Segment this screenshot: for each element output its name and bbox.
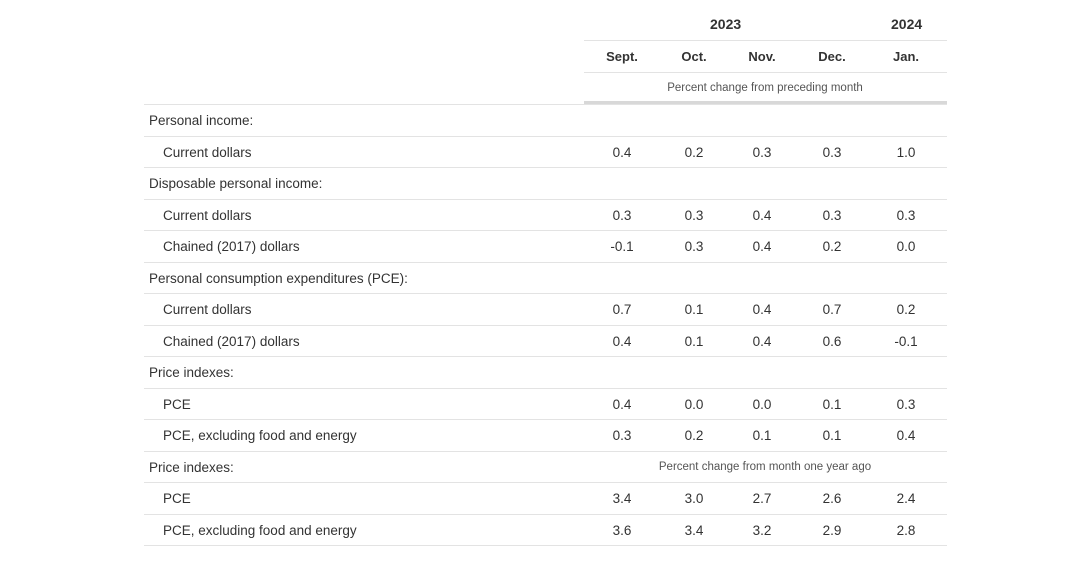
month-header-row: Sept. Oct. Nov. Dec. Jan.	[144, 41, 947, 73]
table-cell: 0.4	[752, 302, 772, 317]
table-row: PCE, excluding food and energy 3.6 3.4 3.2 2…	[144, 515, 947, 546]
table-row: PCE 0.4 0.0 0.0 0.1 0.3	[144, 389, 947, 420]
section-label: Price indexes:	[149, 365, 234, 380]
section-row: Personal consumption expenditures (PCE):	[144, 263, 947, 294]
row-label: PCE	[163, 396, 191, 412]
table-body: Personal income: Current dollars 0.4 0.2 0.3…	[144, 105, 947, 546]
section-row: Personal income:	[144, 105, 947, 137]
table-cell: 0.2	[896, 302, 916, 317]
table-cell: 0.1	[822, 396, 842, 412]
table-cell: 0.6	[822, 333, 842, 349]
table-cell: 0.2	[684, 428, 704, 443]
row-label: Current dollars	[163, 207, 252, 223]
table-cell: 3.6	[612, 522, 632, 538]
table-cell: 0.3	[684, 239, 704, 254]
year-2024-heading: 2024	[891, 16, 923, 32]
row-label: Current dollars	[163, 302, 252, 317]
row-label: PCE, excluding food and energy	[163, 428, 357, 443]
year-header-row: 2023 2024	[144, 0, 947, 41]
table-cell: 0.7	[612, 302, 632, 317]
table-cell: 0.4	[612, 333, 632, 349]
table-cell: 3.2	[752, 522, 772, 538]
table-row: Chained (2017) dollars 0.4 0.1 0.4 0.6 -0.1	[144, 326, 947, 357]
table-row: Current dollars 0.7 0.1 0.4 0.7 0.2	[144, 294, 947, 326]
table-cell: 0.3	[896, 207, 916, 223]
table-cell: 0.4	[752, 333, 772, 349]
table-cell: 0.1	[752, 428, 772, 443]
year-2023-heading: 2023	[710, 16, 742, 32]
section-label: Disposable personal income:	[149, 176, 323, 191]
table-cell: 0.1	[684, 302, 704, 317]
table-cell: 2.9	[822, 522, 842, 538]
row-label: PCE	[163, 491, 191, 506]
table-cell: 3.4	[684, 522, 704, 538]
table-cell: 0.3	[612, 207, 632, 223]
table-cell: 3.0	[684, 491, 704, 506]
table-cell: 2.4	[896, 491, 916, 506]
table-cell: 0.3	[896, 396, 916, 412]
table-cell: 0.7	[822, 302, 842, 317]
table-cell: -0.1	[610, 239, 634, 254]
table-cell: 0.4	[612, 396, 632, 412]
table-cell: 0.2	[822, 239, 842, 254]
table-row: Chained (2017) dollars -0.1 0.3 0.4 0.2 0.0	[144, 231, 947, 263]
table-cell: 0.4	[752, 239, 772, 254]
table-cell: 0.1	[822, 428, 842, 443]
table-row: Current dollars 0.4 0.2 0.3 0.3 1.0	[144, 137, 947, 168]
section-row: Price indexes:	[144, 357, 947, 389]
table-cell: 2.7	[752, 491, 772, 506]
section-row: Price indexes: Percent change from month …	[144, 452, 947, 483]
unit-header-row: Percent change from preceding month	[144, 73, 947, 105]
table-cell: -0.1	[894, 333, 918, 349]
table-cell: 0.4	[896, 428, 916, 443]
unit-subheading: Percent change from month one year ago	[658, 460, 872, 473]
table-cell: 2.8	[896, 522, 916, 538]
table-cell: 0.4	[752, 207, 772, 223]
section-row: Disposable personal income:	[144, 168, 947, 200]
month-heading: Jan.	[892, 49, 920, 64]
table-row: PCE, excluding food and energy 0.3 0.2 0.1 0…	[144, 420, 947, 452]
table-cell: 0.2	[684, 144, 704, 160]
section-label: Personal income:	[149, 113, 254, 128]
row-label: PCE, excluding food and energy	[163, 522, 357, 538]
month-heading: Dec.	[818, 49, 846, 64]
row-label: Chained (2017) dollars	[163, 333, 300, 349]
table-cell: 0.3	[684, 207, 704, 223]
table-row: PCE 3.4 3.0 2.7 2.6 2.4	[144, 483, 947, 515]
table-cell: 0.3	[752, 144, 772, 160]
table-cell: 1.0	[896, 144, 916, 160]
month-heading: Oct.	[681, 49, 707, 64]
table-cell: 0.3	[822, 207, 842, 223]
table-cell: 0.4	[612, 144, 632, 160]
table-cell: 3.4	[612, 491, 632, 506]
table-cell: 0.0	[684, 396, 704, 412]
row-label: Current dollars	[163, 144, 252, 160]
section-label: Price indexes:	[149, 459, 234, 475]
row-label: Chained (2017) dollars	[163, 239, 300, 254]
table-cell: 0.0	[896, 239, 916, 254]
income-outlays-table: 2023 2024 Sept. Oct. Nov. Dec. Jan. Perc…	[144, 0, 947, 546]
table-cell: 0.3	[822, 144, 842, 160]
month-heading: Nov.	[748, 49, 776, 64]
table-cell: 2.6	[822, 491, 842, 506]
table-cell: 0.3	[612, 428, 632, 443]
table-cell: 0.1	[684, 333, 704, 349]
table-cell: 0.0	[752, 396, 772, 412]
month-heading: Sept.	[606, 49, 638, 64]
section-label: Personal consumption expenditures (PCE):	[149, 270, 408, 286]
unit-subheading: Percent change from preceding month	[667, 82, 863, 94]
table-row: Current dollars 0.3 0.3 0.4 0.3 0.3	[144, 200, 947, 231]
